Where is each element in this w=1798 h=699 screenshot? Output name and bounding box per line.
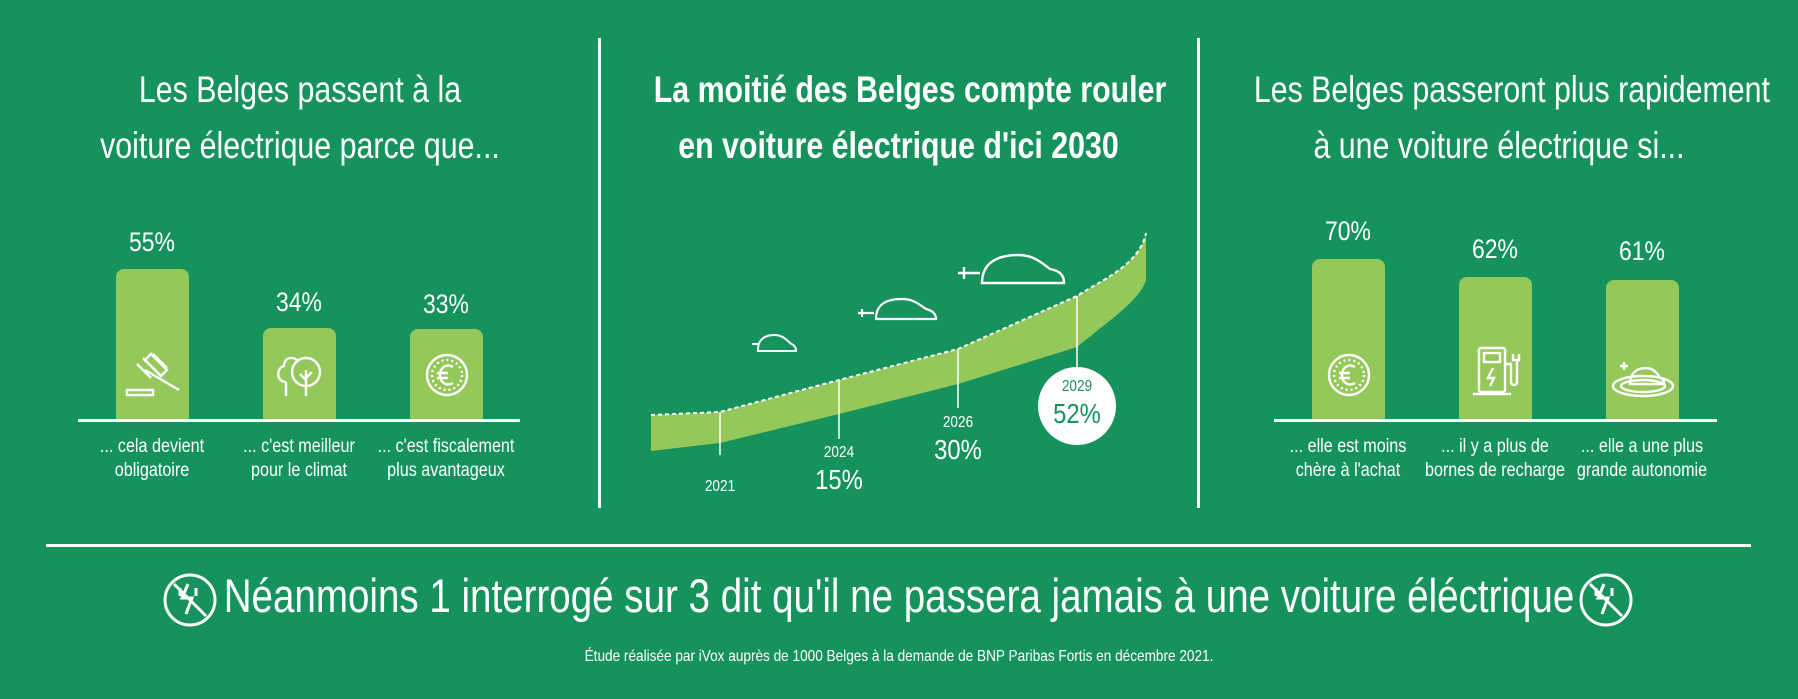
small-car-icon — [752, 333, 798, 352]
bar-climat — [263, 328, 336, 419]
bar-fiscal — [410, 329, 483, 419]
tree-icon — [272, 352, 328, 403]
year-label-2026: 2026 — [942, 414, 974, 431]
bar-value: 55% — [129, 227, 175, 257]
large-car-icon — [958, 253, 1066, 285]
bar-value: 62% — [1472, 234, 1518, 264]
year-label-2024: 2024 — [823, 444, 855, 461]
left-chart-baseline — [78, 419, 520, 422]
bar-label: ... elle a une plus grande autonomie — [1576, 436, 1708, 481]
divider-horizontal — [46, 544, 1751, 547]
bar-bornes — [1459, 277, 1532, 419]
no-charging-icon — [1578, 572, 1634, 633]
footnote: Étude réalisée par iVox auprès de 1000 B… — [584, 648, 1214, 665]
euro-icon — [424, 352, 470, 403]
year-label-2029: 2029 — [1061, 378, 1093, 395]
euro-icon — [1326, 352, 1372, 403]
bar-autonomie — [1606, 280, 1679, 419]
area-fill — [651, 233, 1146, 451]
value-label-2029: 52% — [1053, 398, 1101, 429]
bar-label: ... elle est moins chère à l'achat — [1289, 436, 1407, 481]
bar-label: ... cela devient obligatoire — [99, 436, 205, 481]
bar-label: ... c'est fiscalement plus avantageux — [377, 436, 515, 481]
divider-left — [598, 38, 601, 508]
value-label-2026: 30% — [934, 434, 982, 465]
bar-value: 33% — [423, 289, 469, 319]
charging-station-icon — [1471, 344, 1521, 403]
no-charging-icon — [162, 572, 218, 633]
right-chart-baseline — [1274, 419, 1717, 422]
bar-value: 61% — [1619, 236, 1665, 266]
bottom-statement: Néanmoins 1 interrogé sur 3 dit qu'il ne… — [223, 569, 1575, 622]
bar-value: 70% — [1325, 216, 1371, 246]
area-chart — [650, 232, 1147, 455]
divider-right — [1197, 38, 1200, 508]
gavel-icon — [123, 350, 183, 403]
bar-value: 34% — [276, 287, 322, 317]
center-panel-title: La moitié des Belges compte rouler en vo… — [653, 69, 1167, 166]
right-panel-title: Les Belges passeront plus rapidement à u… — [1253, 69, 1770, 166]
medium-car-icon — [858, 297, 938, 321]
bar-label: ... il y a plus de bornes de recharge — [1424, 436, 1566, 481]
value-label-2024: 15% — [815, 464, 863, 495]
bar-achat — [1312, 259, 1385, 419]
area-dashed-top — [650, 232, 1147, 416]
value-bubble-2029: 2029 52% — [1038, 367, 1116, 445]
year-label-2021: 2021 — [704, 478, 736, 495]
left-panel-title: Les Belges passent à la voiture électriq… — [100, 69, 500, 166]
bar-obligatoire — [116, 269, 189, 419]
car-on-plate-icon — [1610, 356, 1676, 403]
bar-label: ... c'est meilleur pour le climat — [243, 436, 355, 481]
